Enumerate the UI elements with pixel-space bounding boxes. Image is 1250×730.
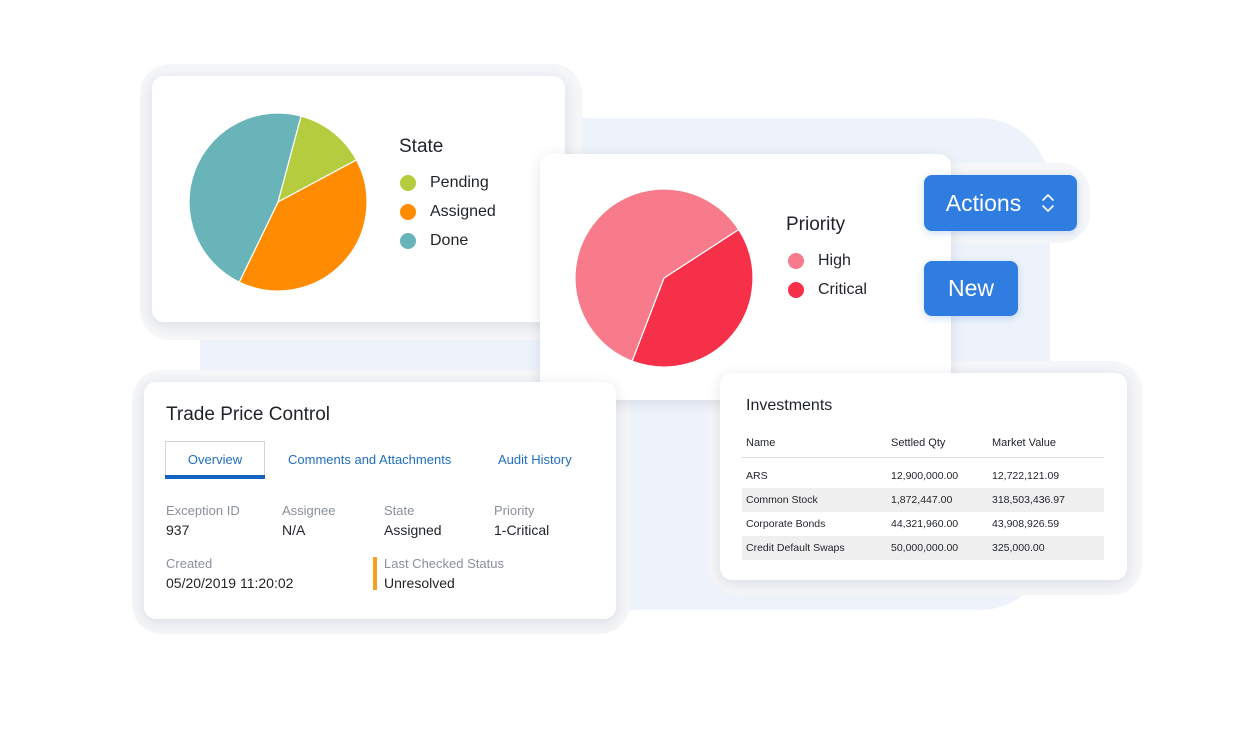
- tab-audit-history[interactable]: Audit History: [498, 452, 572, 467]
- state-pie-chart: [188, 112, 368, 292]
- pie-slice-critical: [631, 228, 754, 368]
- investments-title: Investments: [746, 397, 833, 414]
- cell-market-value: 12,722,121.09: [992, 470, 1060, 482]
- column-header-settled-qty: Settled Qty: [887, 431, 988, 458]
- cell-name: ARS: [746, 470, 768, 482]
- column-header-name: Name: [742, 431, 887, 458]
- state-label: State: [384, 503, 415, 518]
- legend-label: Assigned: [430, 203, 496, 220]
- pie-slice-assigned: [238, 159, 368, 292]
- table-row[interactable]: Corporate Bonds 44,321,960.00 43,908,926…: [742, 512, 1104, 536]
- actions-button[interactable]: Actions: [924, 175, 1077, 231]
- last-checked-status-value: Unresolved: [384, 575, 455, 591]
- legend-item-pending: Pending: [400, 174, 489, 192]
- cell-market-value: 43,908,926.59: [992, 518, 1060, 530]
- legend-dot-critical: [788, 282, 804, 298]
- assignee-value: N/A: [282, 522, 306, 538]
- priority-legend-title: Priority: [786, 214, 846, 235]
- priority-label: Priority: [494, 503, 535, 518]
- legend-item-assigned: Assigned: [400, 203, 496, 221]
- pie-slice-pending: [277, 115, 358, 204]
- legend-label: High: [818, 252, 851, 269]
- investments-card: Investments Name Settled Qty Market Valu…: [720, 373, 1127, 580]
- tab-overview[interactable]: Overview: [165, 441, 265, 476]
- legend-item-critical: Critical: [788, 281, 867, 299]
- table-row[interactable]: Credit Default Swaps 50,000,000.00 325,0…: [742, 536, 1104, 560]
- legend-item-high: High: [788, 252, 851, 270]
- priority-value: 1-Critical: [494, 522, 550, 538]
- cell-name: Corporate Bonds: [746, 518, 826, 530]
- created-value: 05/20/2019 11:20:02: [166, 575, 294, 591]
- tab-comments-and-attachments[interactable]: Comments and Attachments: [288, 452, 452, 467]
- cell-settled-qty: 12,900,000.00: [891, 470, 959, 482]
- exception-id-label: Exception ID: [166, 503, 240, 518]
- table-row[interactable]: Common Stock 1,872,447.00 318,503,436.97: [742, 488, 1104, 512]
- table-row[interactable]: ARS 12,900,000.00 12,722,121.09: [742, 464, 1104, 488]
- column-header-market-value: Market Value: [988, 431, 1104, 458]
- state-chart-card: State Pending Assigned Done: [152, 76, 565, 322]
- state-value: Assigned: [384, 522, 442, 538]
- pie-slice-high: [574, 188, 740, 362]
- table-header-row: Name Settled Qty Market Value: [742, 431, 1104, 458]
- chevron-up-down-icon: [1042, 194, 1055, 212]
- active-tab-indicator: [165, 475, 265, 479]
- pie-slice-done: [188, 112, 302, 283]
- card-title: Trade Price Control: [166, 404, 331, 425]
- cell-name: Common Stock: [742, 488, 887, 512]
- new-label: New: [947, 275, 994, 301]
- cell-settled-qty: 50,000,000.00: [887, 536, 988, 560]
- new-button[interactable]: New: [924, 261, 1018, 316]
- status-indicator-bar: [373, 557, 377, 590]
- legend-dot-done: [400, 233, 416, 249]
- assignee-label: Assignee: [282, 503, 336, 518]
- priority-pie-chart: [574, 188, 754, 368]
- legend-label: Critical: [818, 281, 867, 298]
- exception-id-value: 937: [166, 522, 190, 538]
- cell-market-value: 325,000.00: [988, 536, 1104, 560]
- cell-settled-qty: 1,872,447.00: [887, 488, 988, 512]
- created-label: Created: [166, 556, 213, 571]
- legend-label: Done: [430, 232, 469, 249]
- cell-market-value: 318,503,436.97: [988, 488, 1104, 512]
- legend-item-done: Done: [400, 232, 468, 250]
- legend-dot-pending: [400, 175, 416, 191]
- cell-settled-qty: 44,321,960.00: [891, 518, 959, 530]
- last-checked-status-label: Last Checked Status: [384, 556, 504, 571]
- legend-dot-high: [788, 253, 804, 269]
- investments-table: Name Settled Qty Market Value ARS 12,900…: [742, 431, 1104, 560]
- actions-label: Actions: [945, 189, 1022, 216]
- cell-name: Credit Default Swaps: [742, 536, 887, 560]
- state-legend-title: State: [399, 136, 444, 157]
- priority-chart-card: Priority High Critical: [540, 154, 951, 400]
- trade-price-control-card: Trade Price Control Overview Comments an…: [144, 382, 616, 619]
- legend-dot-assigned: [400, 204, 416, 220]
- legend-label: Pending: [430, 174, 489, 191]
